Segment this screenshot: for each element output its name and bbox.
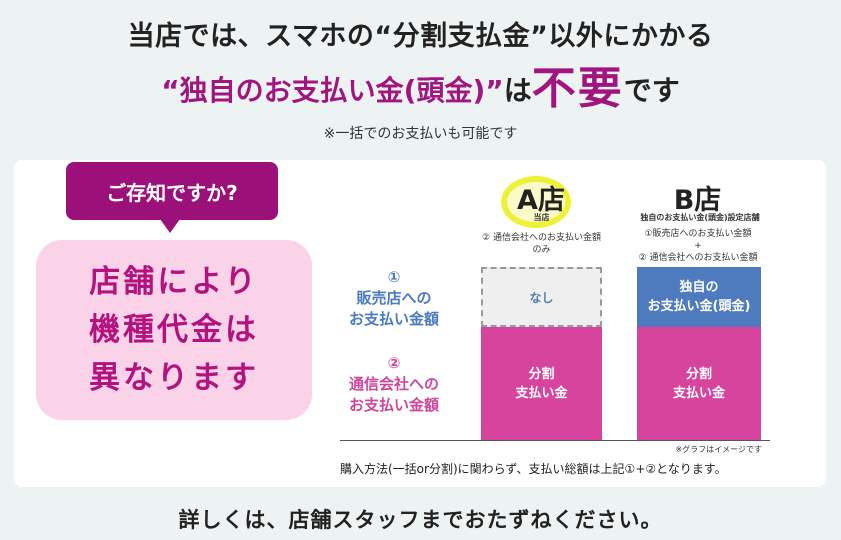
- bar-line: 分割: [685, 366, 712, 382]
- store-b-subtitle: 独自のお支払い金(頭金)設定店舗: [640, 213, 760, 222]
- chart-baseline: [340, 440, 770, 441]
- desc-line: ② 通信会社へのお支払い金額: [638, 253, 758, 263]
- label-number: ①: [387, 268, 401, 286]
- store-a-title: A店: [517, 185, 565, 216]
- label-line: 通信会社への: [348, 375, 439, 393]
- label-carrier-payment: ② 通信会社への お支払い金額: [328, 353, 460, 416]
- headline-own-payment: “独自のお支払い金(頭金)”: [161, 74, 504, 107]
- store-b-desc: ①販売店へのお支払い金額 + ② 通信会社へのお支払い金額: [622, 228, 774, 264]
- message-line: 機種代金は: [89, 312, 259, 348]
- message-line: 異なります: [89, 360, 259, 396]
- label-store-payment: ① 販売店への お支払い金額: [328, 267, 460, 330]
- desc-line: +: [694, 241, 702, 251]
- desc-line: ② 通信会社へのお支払い金額: [482, 233, 601, 243]
- desc-line: のみ: [532, 245, 551, 255]
- label-line: 販売店への: [356, 289, 432, 307]
- bar-line: 独自の: [679, 280, 719, 295]
- label-line: お支払い金額: [348, 396, 439, 414]
- total-payment-note: 購入方法(一括or分割)に関わらず、支払い総額は上記①+②となります。: [340, 462, 727, 476]
- graph-image-note: ※グラフはイメージです: [675, 445, 762, 454]
- highlight-circle: [501, 176, 571, 228]
- store-b-installment-bar: 分割 支払い金: [637, 327, 761, 440]
- bubble-tail: [160, 219, 180, 233]
- store-a-desc: ② 通信会社へのお支払い金額 のみ: [470, 232, 613, 256]
- store-a-none-bar: なし: [481, 267, 602, 327]
- headline-end: です: [623, 74, 680, 107]
- store-a-subtitle: 当店: [533, 213, 550, 222]
- price-differs-box: 店舗により 機種代金は 異なります: [36, 240, 312, 420]
- bar-line: お支払い金(頭金): [647, 299, 751, 314]
- label-number: ②: [387, 354, 401, 372]
- store-b-title: B店: [673, 185, 722, 216]
- headline-line2: “独自のお支払い金(頭金)”は不要です: [0, 52, 841, 116]
- store-b-own-payment-bar: 独自の お支払い金(頭金): [637, 267, 761, 327]
- label-line: お支払い金額: [348, 310, 439, 328]
- bar-line: 支払い金: [672, 385, 725, 401]
- bar-line: 支払い金: [515, 385, 568, 401]
- headline-line1: 当店では、スマホの“分割支払金”以外にかかる: [127, 21, 714, 52]
- store-a-installment-bar: 分割 支払い金: [481, 327, 602, 440]
- desc-line: ①販売店へのお支払い金額: [644, 229, 752, 239]
- headline-emphasis: 不要: [531, 63, 624, 114]
- question-bubble: ご存知ですか?: [66, 162, 278, 220]
- headline-particle: は: [503, 74, 532, 107]
- bar-line: 分割: [528, 366, 555, 382]
- lump-sum-note: ※一括でのお支払いも可能です: [323, 126, 518, 142]
- footer-message: 詳しくは、店舗スタッフまでおたずねください。: [178, 508, 663, 532]
- message-line: 店舗により: [89, 264, 259, 300]
